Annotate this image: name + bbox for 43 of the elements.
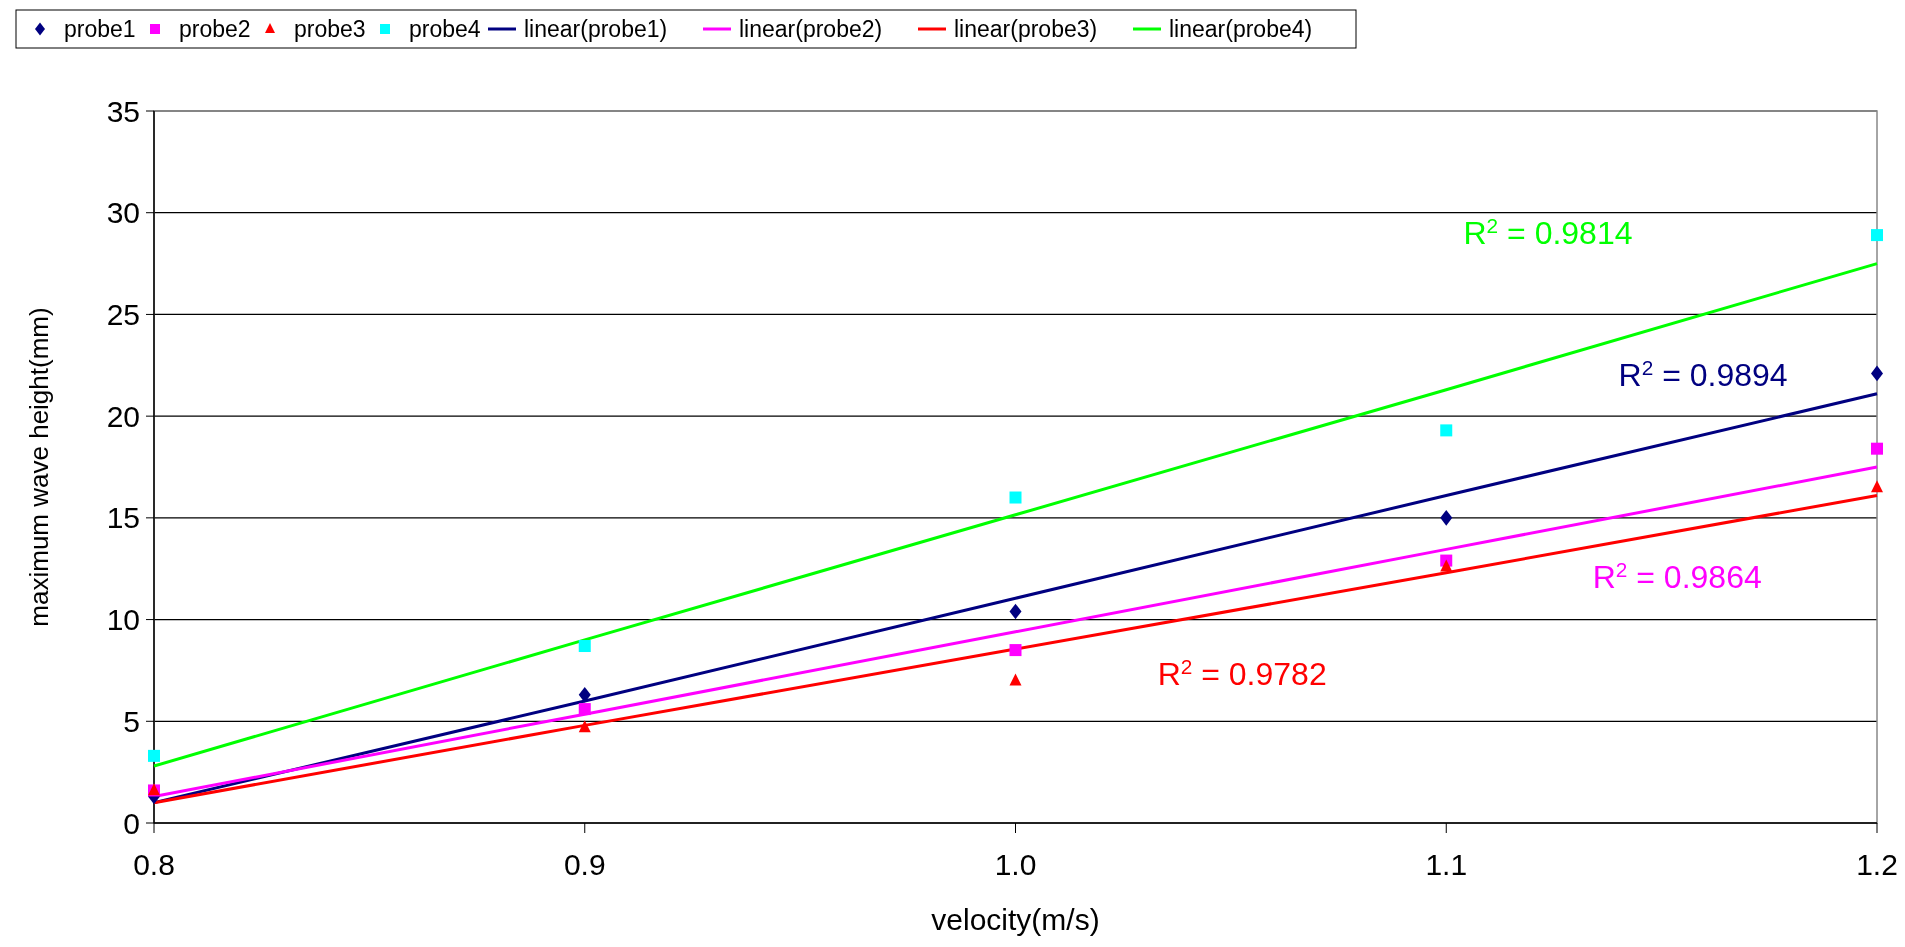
legend-label: probe3 [294,16,366,43]
y-tick-label: 0 [123,806,140,840]
point [1009,491,1022,504]
point [1440,510,1453,526]
y-tick-label: 20 [106,399,140,433]
y-tick-label: 10 [106,603,140,637]
point [148,749,160,762]
point [578,687,591,703]
x-tick-label: 1.2 [1856,848,1898,881]
legend-label: probe2 [179,16,251,43]
annotation: R$^{2}$ = 0.9864 [1592,557,1762,595]
point [1440,424,1453,437]
point [1009,673,1022,686]
point [1009,644,1022,657]
legend-label: linear(probe1) [524,16,668,43]
point [1440,559,1453,572]
legend-label: probe4 [409,16,481,43]
annotation: R$^{2}$ = 0.9814 [1463,213,1633,251]
y-tick-label: 30 [106,196,140,230]
y-tick-label: 15 [106,501,140,535]
y-tick-label: 5 [123,704,140,738]
legend-label: linear(probe2) [739,16,883,43]
annotation: R$^{2}$ = 0.9782 [1157,654,1327,693]
y-axis-title: maximum wave height(mm) [24,307,54,627]
point [1871,365,1883,382]
x-tick-label: 0.9 [563,848,606,881]
point [578,703,591,716]
point [1871,442,1883,455]
x-tick-label: 0.8 [133,848,175,881]
point [1009,603,1022,620]
point [1871,480,1883,493]
y-tick-label: 35 [106,94,140,128]
x-tick-label: 1.1 [1425,848,1468,881]
legend-label: linear(probe3) [954,16,1098,43]
y-tick-label: 25 [106,297,140,331]
annotation: R$^{2}$ = 0.9894 [1618,355,1788,394]
x-tick-label: 1.0 [994,848,1037,881]
point [1871,229,1883,242]
legend-label: probe1 [64,16,136,43]
point [578,720,591,733]
point [578,640,591,653]
legend-label: linear(probe4) [1169,16,1313,43]
x-axis-title: velocity(m/s) [931,903,1100,936]
